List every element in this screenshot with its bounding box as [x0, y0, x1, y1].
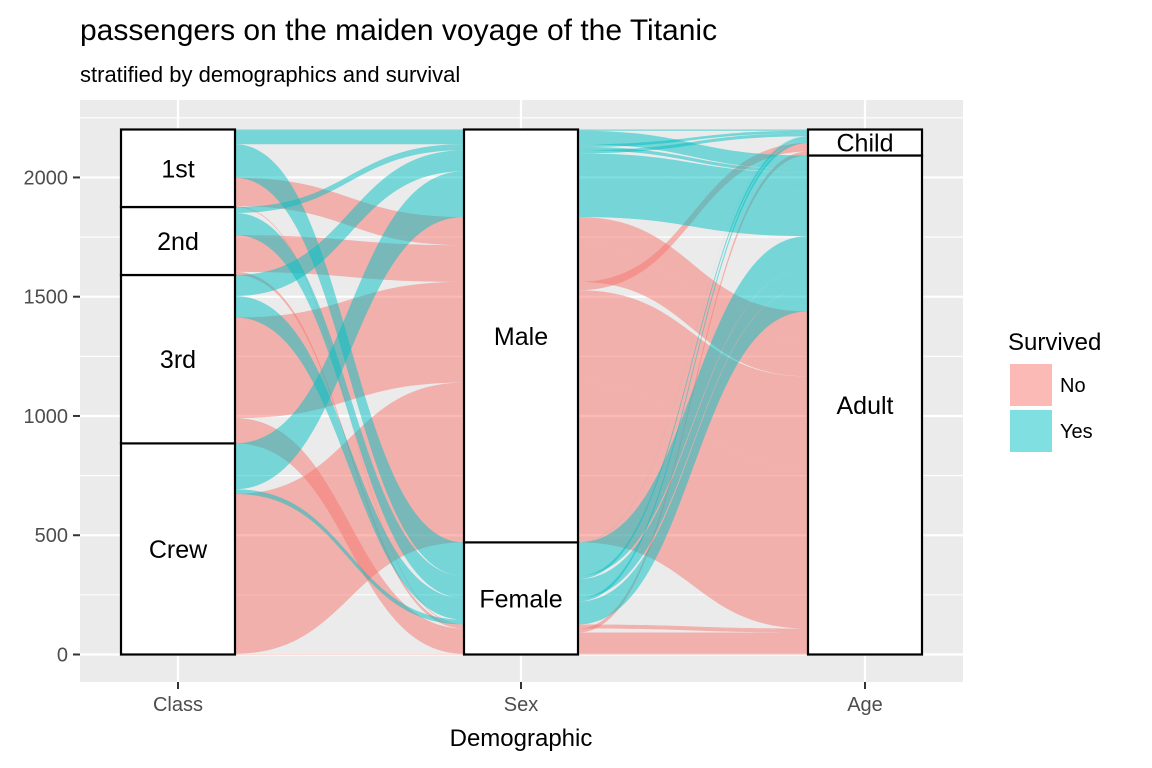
y-tick-label: 1000 [24, 406, 69, 428]
legend-key-no [1010, 364, 1052, 406]
flow-yes [235, 216, 808, 599]
stratum-label: Female [479, 585, 562, 613]
legend: Survived No Yes [1008, 329, 1101, 452]
y-axis: 0 500 1000 1500 2000 [24, 167, 80, 667]
flow-yes [235, 144, 808, 577]
stratum-label: 2nd [157, 228, 199, 256]
chart-subtitle: stratified by demographics and survival [80, 62, 460, 87]
legend-title: Survived [1008, 329, 1101, 356]
flow-yes [235, 153, 808, 296]
stratum-label: Crew [149, 536, 208, 564]
x-tick-label: Class [153, 694, 203, 716]
legend-label-no: No [1060, 375, 1086, 397]
stratum-box [462, 128, 580, 544]
flow-yes [235, 288, 808, 620]
stratum-box [806, 154, 924, 656]
flow-yes [235, 146, 808, 213]
stratum-label: Male [494, 323, 548, 351]
flow-yes [235, 129, 808, 131]
flow-yes [235, 171, 808, 490]
x-axis-title: Demographic [450, 725, 593, 752]
flow-no [235, 290, 808, 469]
y-tick-label: 2000 [24, 167, 69, 189]
flow-yes [235, 306, 808, 625]
stratum-box [119, 442, 237, 656]
y-tick-label: 1500 [24, 287, 69, 309]
chart-title: passengers on the maiden voyage of the T… [80, 14, 717, 47]
y-tick-label: 500 [35, 525, 68, 547]
legend-label-yes: Yes [1060, 421, 1093, 443]
stratum-box [119, 273, 237, 445]
y-tick-label: 0 [57, 645, 68, 667]
x-tick-label: Age [847, 694, 883, 716]
stratum-label: 3rd [160, 346, 196, 374]
stratum-label: 1st [161, 155, 194, 183]
flow-yes [235, 139, 808, 602]
flow-no [235, 653, 808, 655]
stratum-box [806, 128, 924, 157]
alluvium-flows [235, 129, 808, 655]
flow-yes [235, 130, 808, 170]
x-tick-label: Sex [504, 694, 538, 716]
flow-yes [235, 136, 808, 580]
flow-no [235, 177, 808, 340]
strata-boxes: Crew 3rd 2nd 1st Female Male Adult Child [119, 128, 924, 656]
legend-key-yes [1010, 410, 1052, 452]
stratum-label: Child [837, 129, 894, 157]
stratum-label: Adult [837, 392, 894, 420]
stratum-box [462, 541, 580, 656]
flow-no [235, 422, 808, 654]
stratum-box [119, 128, 237, 209]
x-axis: Class Sex Age [153, 682, 883, 716]
